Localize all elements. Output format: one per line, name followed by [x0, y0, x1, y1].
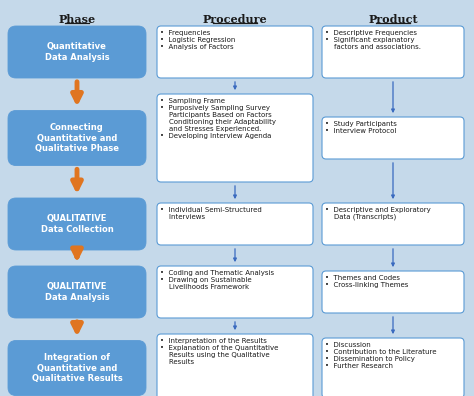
FancyBboxPatch shape: [8, 110, 146, 166]
Text: QUALITATIVE
Data Collection: QUALITATIVE Data Collection: [41, 214, 113, 234]
Text: Procedure: Procedure: [203, 14, 267, 25]
Text: •  Descriptive and Exploratory
    Data (Transcripts): • Descriptive and Exploratory Data (Tran…: [325, 207, 431, 221]
Text: •  Descriptive Frequencies
•  Significant explanatory
    factors and associatio: • Descriptive Frequencies • Significant …: [325, 30, 421, 50]
FancyBboxPatch shape: [322, 338, 464, 396]
FancyBboxPatch shape: [157, 26, 313, 78]
Text: •  Themes and Codes
•  Cross-linking Themes: • Themes and Codes • Cross-linking Theme…: [325, 275, 409, 288]
Text: QUALITATIVE
Data Analysis: QUALITATIVE Data Analysis: [45, 282, 109, 302]
FancyBboxPatch shape: [157, 334, 313, 396]
FancyBboxPatch shape: [157, 94, 313, 182]
Text: •  Study Participants
•  Interview Protocol: • Study Participants • Interview Protoco…: [325, 121, 397, 134]
FancyBboxPatch shape: [322, 203, 464, 245]
FancyBboxPatch shape: [8, 266, 146, 318]
FancyBboxPatch shape: [8, 341, 146, 396]
Text: •  Sampling Frame
•  Purposively Sampling Survey
    Participants Based on Facto: • Sampling Frame • Purposively Sampling …: [160, 98, 276, 139]
Text: Product: Product: [368, 14, 418, 25]
Text: •  Discussion
•  Contribution to the Literature
•  Dissemination to Policy
•  Fu: • Discussion • Contribution to the Liter…: [325, 342, 437, 369]
Text: •  Coding and Thematic Analysis
•  Drawing on Sustainable
    Livelihoods Framew: • Coding and Thematic Analysis • Drawing…: [160, 270, 274, 290]
FancyBboxPatch shape: [157, 203, 313, 245]
FancyBboxPatch shape: [8, 198, 146, 250]
Text: •  Interpretation of the Results
•  Explanation of the Quantitative
    Results : • Interpretation of the Results • Explan…: [160, 338, 278, 365]
Text: Connecting
Quantitative and
Qualitative Phase: Connecting Quantitative and Qualitative …: [35, 123, 119, 153]
Text: •  Individual Semi-Structured
    Interviews: • Individual Semi-Structured Interviews: [160, 207, 262, 220]
Text: •  Frequencies
•  Logistic Regression
•  Analysis of Factors: • Frequencies • Logistic Regression • An…: [160, 30, 236, 50]
Text: Integration of
Quantitative and
Qualitative Results: Integration of Quantitative and Qualitat…: [32, 353, 122, 383]
FancyBboxPatch shape: [322, 271, 464, 313]
Text: Phase: Phase: [58, 14, 96, 25]
Text: Quantitative
Data Analysis: Quantitative Data Analysis: [45, 42, 109, 62]
FancyBboxPatch shape: [157, 266, 313, 318]
FancyBboxPatch shape: [322, 117, 464, 159]
FancyBboxPatch shape: [8, 26, 146, 78]
FancyBboxPatch shape: [322, 26, 464, 78]
